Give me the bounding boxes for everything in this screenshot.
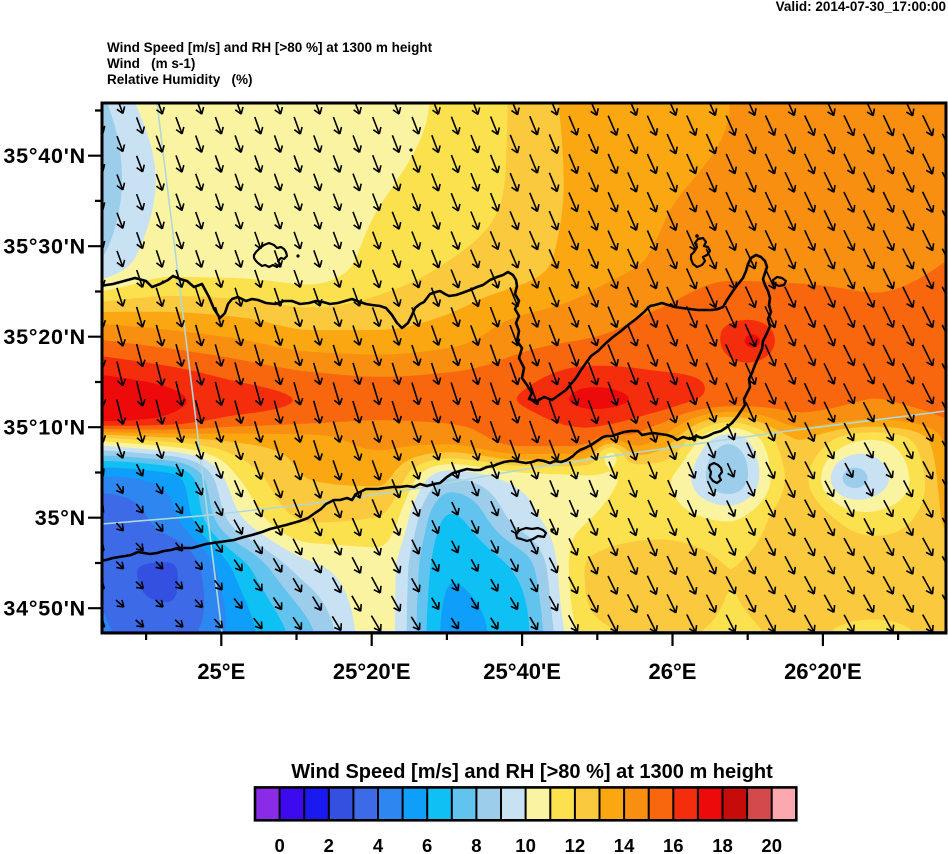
svg-text:34°50'N: 34°50'N (3, 597, 86, 621)
svg-text:Wind (m s-1): Wind (m s-1) (107, 56, 195, 71)
svg-text:Wind Speed [m/s] and RH [>80 %: Wind Speed [m/s] and RH [>80 %] at 1300 … (107, 40, 433, 55)
svg-text:16: 16 (663, 835, 684, 854)
svg-text:26°E: 26°E (649, 659, 697, 684)
svg-text:Relative Humidity (%): Relative Humidity (%) (107, 72, 253, 87)
svg-text:14: 14 (614, 835, 635, 854)
svg-text:25°40'E: 25°40'E (483, 659, 561, 684)
svg-text:Wind Speed [m/s] and RH [>80 %: Wind Speed [m/s] and RH [>80 %] at 1300 … (291, 761, 773, 783)
svg-text:8: 8 (471, 835, 481, 854)
svg-text:26°20'E: 26°20'E (784, 659, 862, 684)
svg-text:35°10'N: 35°10'N (3, 416, 86, 440)
svg-text:6: 6 (422, 835, 432, 854)
svg-text:12: 12 (565, 835, 586, 854)
svg-text:10: 10 (515, 835, 536, 854)
svg-text:25°20'E: 25°20'E (333, 659, 411, 684)
svg-text:35°40'N: 35°40'N (3, 144, 86, 168)
svg-text:2: 2 (324, 835, 334, 854)
svg-text:25°E: 25°E (197, 659, 245, 684)
svg-text:35°20'N: 35°20'N (3, 325, 86, 349)
svg-text:35°N: 35°N (35, 506, 86, 530)
svg-text:18: 18 (712, 835, 733, 854)
svg-text:0: 0 (274, 835, 284, 854)
svg-text:20: 20 (761, 835, 782, 854)
svg-text:Valid: 2014-07-30_17:00:00: Valid: 2014-07-30_17:00:00 (776, 0, 946, 14)
svg-text:35°30'N: 35°30'N (3, 235, 86, 259)
svg-text:4: 4 (373, 835, 384, 854)
